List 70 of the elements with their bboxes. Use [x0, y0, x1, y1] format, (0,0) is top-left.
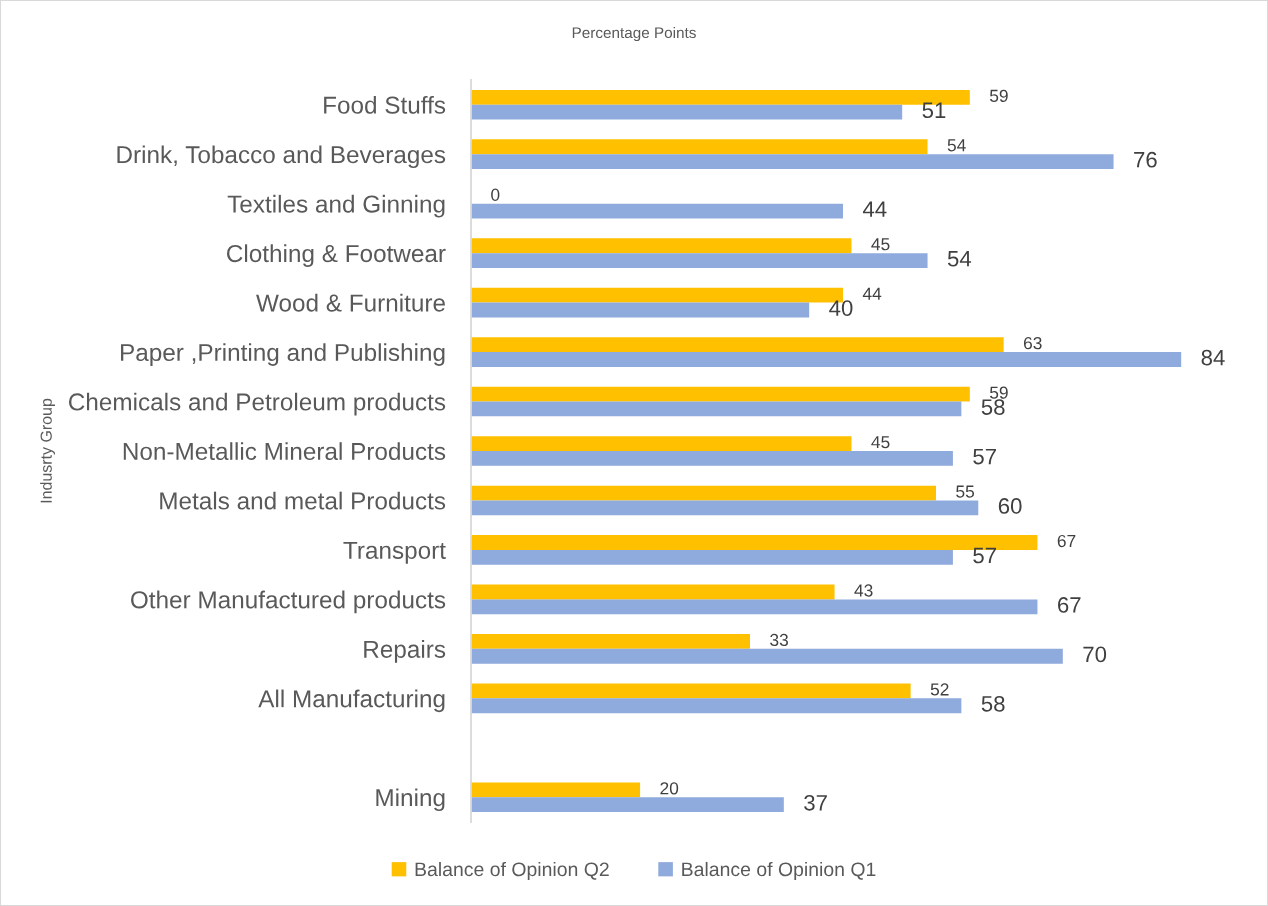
- data-label: 45: [871, 238, 890, 251]
- y-tick-label: Other Manufactured products: [131, 590, 446, 614]
- bar: [471, 549, 953, 565]
- data-label: 40: [829, 300, 853, 316]
- y-tick-label: Mining: [376, 788, 445, 812]
- y-tick-label: Drink, Tobacco and Beverages: [117, 145, 446, 169]
- data-label: 84: [1201, 349, 1225, 366]
- bar: [471, 698, 962, 714]
- data-label: 51: [922, 102, 946, 119]
- data-label: 63: [1023, 337, 1042, 350]
- y-tick-label: Food Stuffs: [324, 95, 446, 114]
- data-label: 20: [660, 782, 679, 795]
- y-tick-label: Repairs: [364, 640, 446, 663]
- data-label: 70: [1083, 646, 1107, 663]
- bar: [471, 386, 970, 402]
- y-tick-label: Clothing & Footwear: [227, 244, 446, 267]
- y-tick-label: Transport: [343, 542, 446, 564]
- data-label: 58: [981, 399, 1005, 415]
- data-label: 33: [770, 633, 788, 647]
- data-label: 58: [981, 695, 1005, 712]
- bar: [471, 238, 852, 254]
- chart-title: Percentage Points: [572, 26, 696, 42]
- bar: [471, 782, 641, 798]
- bar: [471, 634, 750, 649]
- data-label: 54: [947, 251, 972, 267]
- data-label: 60: [998, 498, 1022, 514]
- bar: [471, 104, 903, 120]
- data-label: 55: [956, 485, 975, 498]
- data-label: 43: [854, 584, 873, 597]
- bar: [471, 683, 911, 699]
- y-tick-label: Chemicals and Petroleum products: [68, 392, 446, 416]
- bar: [471, 154, 1114, 170]
- data-label: 44: [862, 287, 882, 300]
- y-tick-label: Non-Metallic Mineral Products: [123, 442, 446, 461]
- bar: [471, 253, 928, 268]
- y-tick-label: Metals and metal Products: [160, 491, 446, 510]
- data-label: 59: [989, 386, 1008, 399]
- y-tick-label: Wood & Furniture: [256, 293, 445, 312]
- legend-label: Balance of Opinion Q2: [415, 861, 609, 881]
- data-label: 52: [930, 683, 949, 696]
- bar: [471, 302, 810, 318]
- y-tick-label: All Manufacturing: [258, 689, 445, 713]
- legend-label: Balance of Opinion Q1: [682, 861, 876, 881]
- bar: [471, 584, 835, 600]
- y-tick-label: Textiles and Ginning: [227, 194, 445, 218]
- bar: [471, 451, 953, 466]
- data-label: 59: [989, 89, 1008, 102]
- data-label: 0: [491, 188, 500, 201]
- data-label: 57: [973, 448, 996, 465]
- y-tick-label: Paper ,Printing and Publishing: [121, 343, 445, 366]
- bar: [471, 485, 936, 501]
- data-label: 44: [862, 201, 887, 217]
- data-label: 54: [947, 139, 966, 152]
- bar: [471, 352, 1182, 367]
- bar: [471, 401, 962, 417]
- data-label: 37: [804, 794, 827, 811]
- data-label: 67: [1057, 534, 1076, 548]
- bar: [471, 500, 979, 516]
- bar: [471, 648, 1063, 664]
- bar: [471, 139, 928, 155]
- bar: [471, 797, 784, 813]
- y-axis-title: Indusrty Group: [40, 398, 55, 503]
- bar: [471, 599, 1038, 615]
- bar: [471, 203, 843, 219]
- bar: [471, 436, 852, 451]
- data-label: 76: [1134, 151, 1157, 168]
- data-label: 45: [871, 436, 890, 449]
- data-label: 67: [1058, 597, 1081, 613]
- bar: [471, 337, 1004, 353]
- data-label: 57: [973, 547, 996, 564]
